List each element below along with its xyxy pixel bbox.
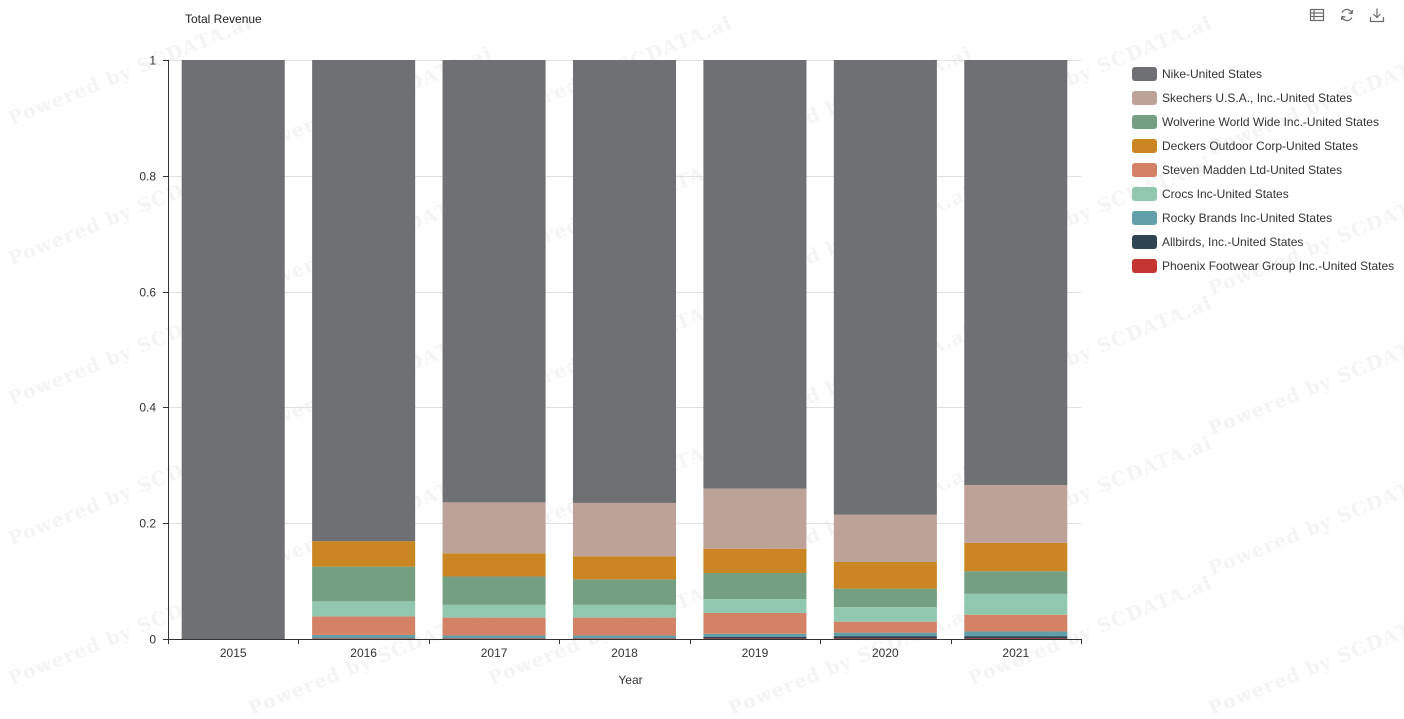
chart-title: Total Revenue: [185, 12, 262, 26]
legend-label: Phoenix Footwear Group Inc.-United State…: [1162, 259, 1395, 273]
legend-label: Nike-United States: [1162, 67, 1263, 81]
bar-segment: [572, 502, 677, 557]
legend-swatch: [1132, 235, 1157, 249]
bar-segment: [442, 60, 546, 503]
bar-segment: [703, 488, 807, 549]
bar-segment: [964, 484, 1068, 543]
legend-swatch: [1132, 211, 1157, 225]
x-tick-label: 2016: [350, 646, 377, 660]
bar-segment: [442, 638, 546, 639]
bar-segment: [442, 635, 546, 639]
y-tick-label: 0.6: [139, 286, 156, 300]
legend-swatch: [1132, 259, 1157, 273]
bar-segment: [572, 579, 677, 605]
bar-segment: [312, 60, 416, 542]
y-tick-label: 0: [149, 633, 156, 647]
y-tick-label: 0.8: [139, 170, 156, 184]
bar-segment: [964, 593, 1068, 615]
legend-swatch: [1132, 67, 1157, 81]
y-tick-label: 0.4: [139, 401, 156, 415]
bar-segment: [442, 576, 546, 605]
x-axis-title: Year: [618, 673, 642, 687]
chart-legend: Nike-United States Skechers U.S.A., Inc.-…: [1132, 62, 1394, 278]
legend-label: Wolverine World Wide Inc.-United States: [1162, 115, 1379, 129]
legend-label: Rocky Brands Inc-United States: [1162, 211, 1333, 225]
legend-swatch: [1132, 163, 1157, 177]
bar-segment: [833, 632, 937, 637]
bar-segment: [833, 638, 937, 639]
bar-segment: [312, 616, 416, 635]
bar-segment: [703, 612, 807, 634]
bar-segment: [964, 638, 1068, 639]
bar-segment: [312, 638, 416, 639]
x-tick-label: 2019: [742, 646, 769, 660]
bar-segment: [833, 621, 937, 633]
bar-segment: [442, 604, 546, 618]
legend-item[interactable]: Skechers U.S.A., Inc.-United States: [1132, 86, 1394, 110]
bar-segment: [964, 571, 1068, 594]
bar-segment: [312, 634, 416, 639]
bar-segment: [572, 60, 677, 503]
bar-segment: [312, 566, 416, 602]
bar-segment: [572, 604, 677, 618]
bar-segment: [964, 60, 1068, 485]
bar-segment: [703, 599, 807, 613]
x-tick-label: 2021: [1002, 646, 1029, 660]
bar-segment: [703, 633, 807, 637]
bar-segment: [312, 601, 416, 617]
legend-item[interactable]: Crocs Inc-United States: [1132, 182, 1394, 206]
bar-segment: [703, 572, 807, 600]
bar-segment: [572, 635, 677, 639]
legend-item[interactable]: Wolverine World Wide Inc.-United States: [1132, 110, 1394, 134]
bar-segment: [833, 607, 937, 622]
bar-segment: [442, 617, 546, 636]
data-view-icon[interactable]: [1308, 6, 1326, 24]
legend-item[interactable]: Phoenix Footwear Group Inc.-United State…: [1132, 254, 1394, 278]
legend-item[interactable]: Deckers Outdoor Corp-United States: [1132, 134, 1394, 158]
x-tick-label: 2020: [872, 646, 899, 660]
bar-segment: [572, 556, 677, 580]
legend-swatch: [1132, 139, 1157, 153]
bar-segment: [442, 553, 546, 577]
legend-item[interactable]: Steven Madden Ltd-United States: [1132, 158, 1394, 182]
bar-segment: [833, 514, 937, 562]
bar-segment: [703, 638, 807, 639]
bar-segment: [964, 631, 1068, 637]
legend-item[interactable]: Nike-United States: [1132, 62, 1394, 86]
bar-segment: [833, 60, 937, 515]
x-tick-label: 2015: [220, 646, 247, 660]
x-tick-label: 2017: [481, 646, 508, 660]
bar-segment: [442, 502, 546, 554]
y-tick-label: 0.2: [139, 517, 156, 531]
refresh-icon[interactable]: [1338, 6, 1356, 24]
legend-label: Crocs Inc-United States: [1162, 187, 1289, 201]
bar-segment: [964, 636, 1068, 639]
x-tick-label: 2018: [611, 646, 638, 660]
bar-segment: [833, 561, 937, 589]
bar-segment: [703, 548, 807, 573]
legend-label: Steven Madden Ltd-United States: [1162, 163, 1343, 177]
bar-segment: [572, 638, 677, 639]
chart-toolbar: [1308, 6, 1386, 24]
legend-label: Deckers Outdoor Corp-United States: [1162, 139, 1359, 153]
legend-item[interactable]: Allbirds, Inc.-United States: [1132, 230, 1394, 254]
legend-label: Allbirds, Inc.-United States: [1162, 235, 1304, 249]
legend-swatch: [1132, 187, 1157, 201]
bar-segment: [703, 60, 807, 489]
bar-segment: [964, 614, 1068, 632]
y-tick-label: 1: [149, 54, 156, 68]
download-icon[interactable]: [1368, 6, 1386, 24]
legend-item[interactable]: Rocky Brands Inc-United States: [1132, 206, 1394, 230]
bar-segment: [572, 617, 677, 636]
bar-segment: [703, 636, 807, 639]
legend-label: Skechers U.S.A., Inc.-United States: [1162, 91, 1353, 105]
bar-segment: [833, 588, 937, 608]
bar-segment: [312, 541, 416, 567]
bar-segment: [964, 542, 1068, 572]
legend-swatch: [1132, 115, 1157, 129]
legend-swatch: [1132, 91, 1157, 105]
bar-segment: [833, 636, 937, 639]
bar-segment: [181, 60, 285, 639]
